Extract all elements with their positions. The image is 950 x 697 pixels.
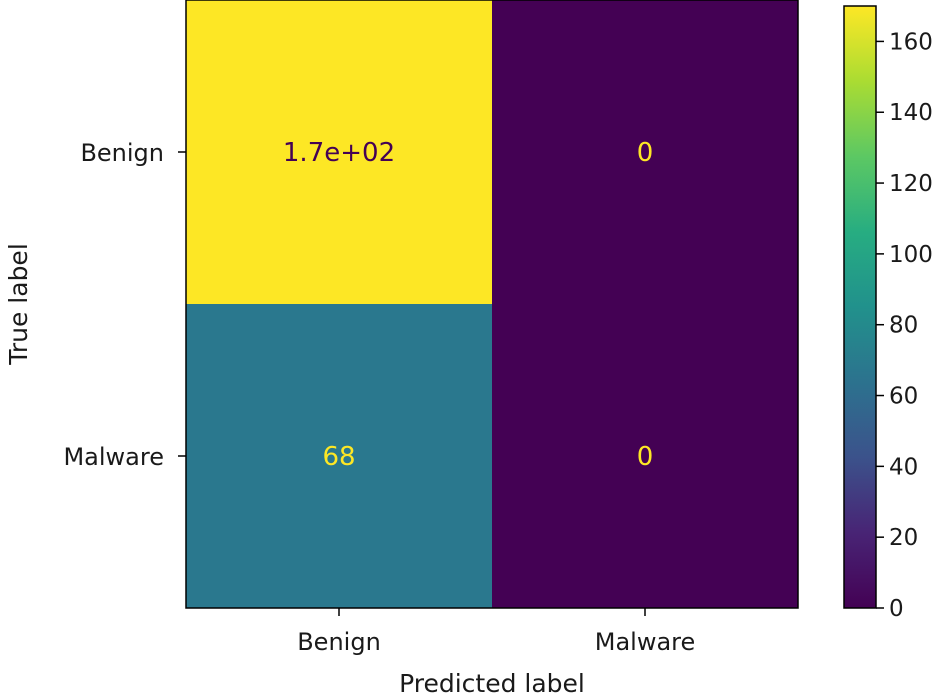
y-axis-title: True label	[4, 243, 33, 366]
cell-value-label: 0	[637, 442, 654, 472]
heatmap-cell	[492, 304, 798, 608]
colorbar-tick-label: 120	[889, 171, 933, 197]
colorbar-tick-label: 80	[889, 313, 918, 339]
colorbar-axis: 0 20 40 60 80 100 120 140 160	[876, 29, 933, 622]
colorbar-tick-label: 100	[889, 242, 933, 268]
colorbar-tick-label: 20	[889, 525, 918, 551]
cell-value-label: 0	[637, 138, 654, 168]
x-tick-label: Benign	[297, 628, 381, 656]
colorbar-tick-label: 140	[889, 100, 933, 126]
colorbar-tick-label: 0	[889, 596, 904, 622]
x-axis: Benign Malware	[297, 608, 695, 656]
y-tick-label: Malware	[63, 443, 164, 471]
heatmap-cell	[492, 0, 798, 304]
heatmap-cell	[186, 0, 492, 304]
x-tick-label: Malware	[595, 628, 696, 656]
colorbar	[843, 5, 877, 609]
cell-value-label: 1.7e+02	[283, 138, 395, 168]
plot-frame	[185, 0, 799, 609]
colorbar-tick-label: 60	[889, 384, 918, 410]
colorbar-tick-label: 40	[889, 454, 918, 480]
cell-value-label: 68	[322, 442, 355, 472]
colorbar-tick-label: 160	[889, 29, 933, 55]
x-axis-title: Predicted label	[399, 669, 585, 697]
y-axis: Benign Malware	[63, 139, 186, 471]
heatmap-cells: 1.7e+02 0 68 0	[186, 0, 798, 608]
heatmap-cell	[186, 304, 492, 608]
y-tick-label: Benign	[80, 139, 164, 167]
